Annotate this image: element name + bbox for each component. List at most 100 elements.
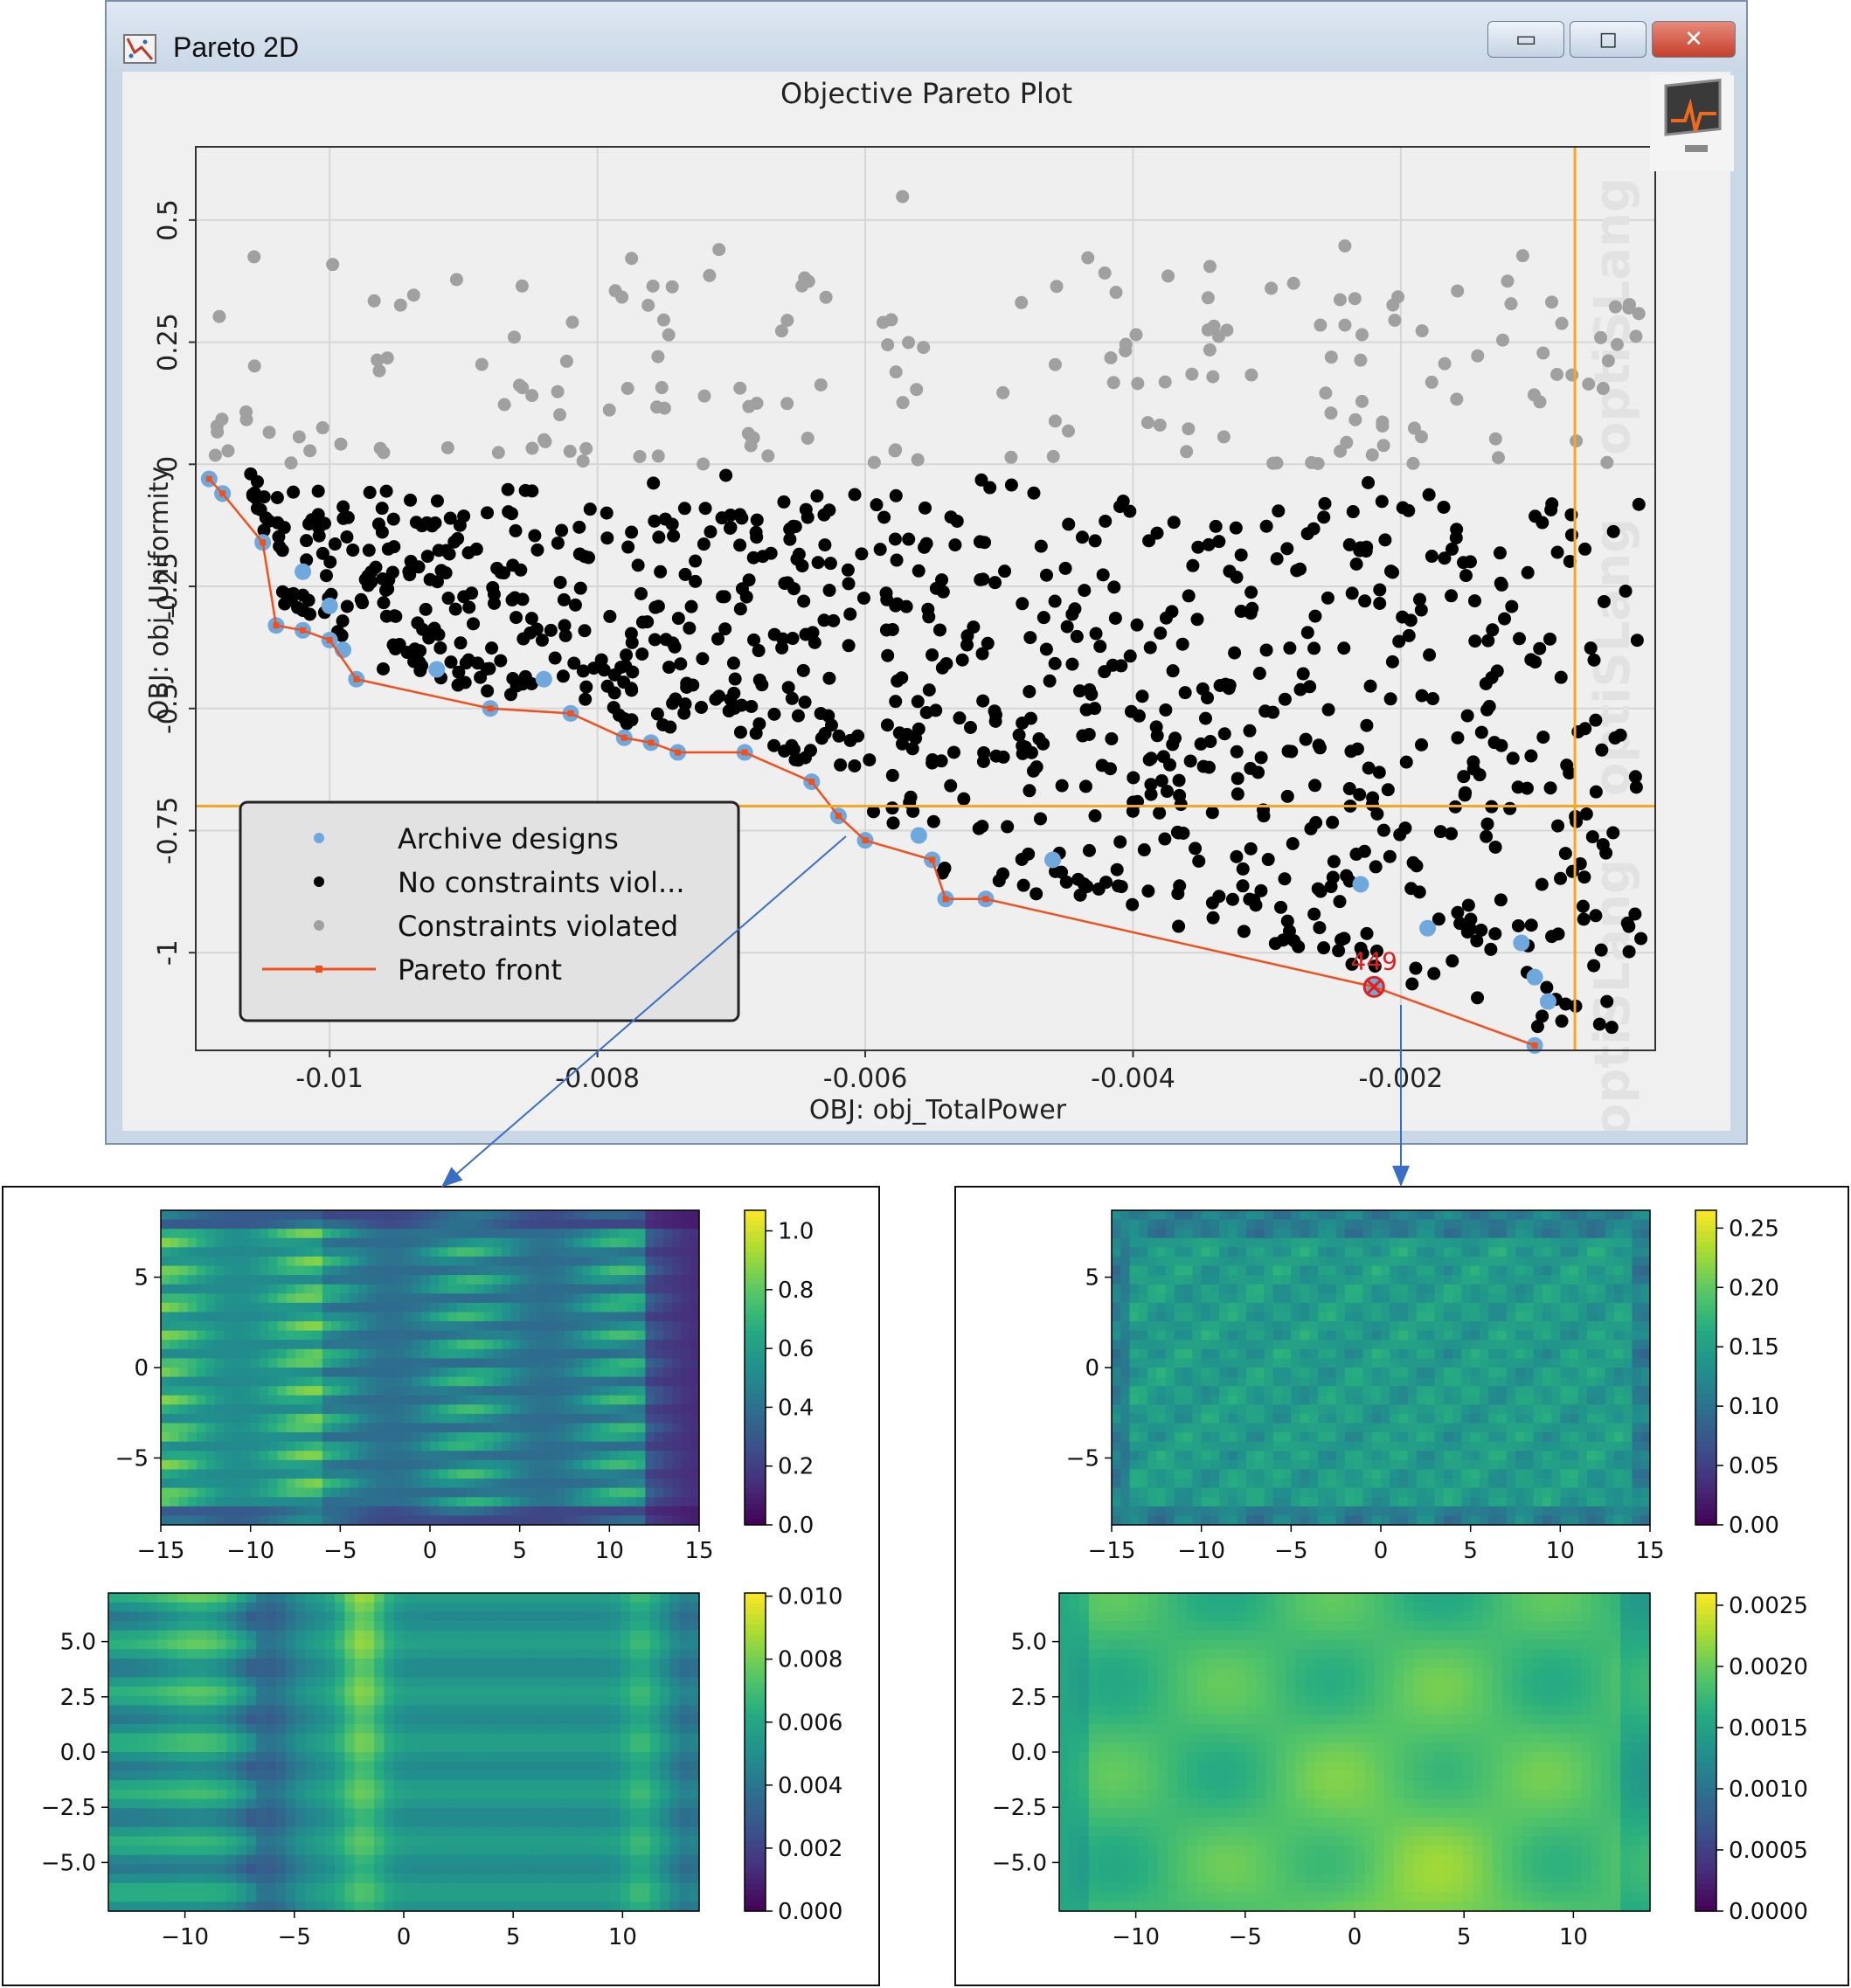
heatmap-cell [519,1210,530,1221]
feasible-point [1353,544,1367,558]
heatmap-cell [315,1658,326,1669]
heatmap-cell [315,1733,326,1743]
heatmap-cell [214,1312,225,1322]
heatmap-cell [600,1630,612,1641]
heatmap-cell [376,1479,386,1489]
heatmap-cell [313,1386,323,1396]
heatmap-cell [250,1256,260,1267]
heatmap-cell [206,1826,218,1837]
heatmap-cell [187,1293,198,1304]
feasible-point [1535,877,1549,891]
heatmap-cell [148,1836,158,1846]
violated-point [211,425,225,439]
heatmap-cell [367,1293,377,1304]
heatmap-cell [456,1247,467,1257]
heatmap-cell [241,1247,252,1257]
heatmap-cell [367,1265,377,1276]
heatmap-cell [511,1639,523,1650]
heatmap-cell [170,1237,180,1248]
feasible-point [777,495,791,509]
heatmap-cell [205,1302,216,1313]
heatmap-cell [305,1836,316,1846]
heatmap-cell [453,1630,464,1641]
left-bottom-heatmap: −10 −5 0 5 105.02.50.0−2.5−5.00.0100.0080.00… [41,1584,843,1950]
heatmap-cell [275,1695,287,1707]
heatmap-cell [636,1348,646,1360]
heatmap-cell [354,1658,365,1669]
heatmap-cell [205,1386,216,1396]
heatmap-cell [537,1340,548,1350]
heatmap-cell [620,1789,631,1800]
optislang-monitor-button[interactable] [1650,75,1734,171]
heatmap-cell [385,1497,395,1507]
heatmap-cell [404,1658,414,1669]
feasible-point [1481,634,1495,648]
heatmap-cell [214,1358,225,1368]
heatmap-cell [690,1376,700,1387]
colorbar-segment [745,1278,766,1285]
heatmap-cell [216,1593,227,1604]
feasible-point [385,565,399,579]
heatmap-cell [439,1210,449,1221]
heatmap-cell [268,1368,279,1378]
violated-point [559,354,573,368]
heatmap-cell [304,1441,315,1451]
heatmap-cell [492,1817,503,1828]
heatmap-cell [393,1395,404,1405]
heatmap-cell [108,1667,119,1678]
violated-point [1471,349,1485,363]
heatmap-cell [627,1219,637,1230]
maximize-button[interactable]: ◻ [1570,21,1646,58]
heatmap-cell [640,1649,651,1659]
heatmap-cell [654,1219,664,1230]
heatmap-cell [420,1459,431,1471]
heatmap-cell [537,1275,548,1285]
heatmap-cell [197,1237,206,1248]
heatmap-cell [439,1275,449,1285]
heatmap-cell [277,1368,288,1378]
heatmap-cell [649,1611,661,1622]
heatmap-cell [522,1742,533,1753]
heatmap-cell [430,1368,440,1378]
minimize-button[interactable]: ▭ [1487,21,1564,58]
heatmap-cell [170,1487,180,1498]
heatmap-cell [241,1256,252,1267]
heatmap-cell [591,1247,601,1257]
pareto-plot[interactable]: Objective Pareto Plot optiSLang optiSLan… [122,72,1730,1137]
heatmap-cell [393,1404,404,1415]
colorbar-segment [745,1284,766,1290]
feasible-point [1154,627,1168,641]
heatmap-cell [528,1451,538,1461]
heatmap-cell [197,1515,206,1526]
heatmap-cell [679,1602,690,1613]
heatmap-cell [295,1479,305,1489]
heatmap-cell [340,1237,350,1248]
heatmap-cell [216,1752,227,1763]
heatmap-cell [187,1237,198,1248]
heatmap-cell [285,1733,296,1743]
heatmap-cell [462,1761,474,1772]
heatmap-cell [413,1817,425,1828]
feasible-point [1460,925,1474,939]
heatmap-cell [354,1593,365,1604]
heatmap-cell [591,1761,601,1772]
heatmap-cell [420,1237,431,1248]
heatmap-cell [413,1667,425,1678]
feasible-point [1205,806,1219,820]
heatmap-cell [354,1723,365,1735]
heatmap-cell [246,1761,257,1772]
heatmap-cell [340,1515,350,1526]
heatmap-cell [528,1340,538,1350]
violated-point [1391,290,1405,304]
heatmap-cell [630,1658,641,1669]
heatmap-cell [206,1667,218,1678]
selected-point-ring[interactable] [1362,975,1385,998]
heatmap-cell [430,1247,440,1257]
heatmap-cell [384,1705,395,1715]
close-button[interactable]: ✕ [1652,21,1736,58]
feasible-point [502,505,516,519]
heatmap-cell [511,1723,523,1735]
window-titlebar[interactable]: Pareto 2D ▭ ◻ ✕ [107,2,1746,72]
heatmap-cell [206,1742,218,1753]
selected-design-marker[interactable]: 449 [1351,946,1397,998]
